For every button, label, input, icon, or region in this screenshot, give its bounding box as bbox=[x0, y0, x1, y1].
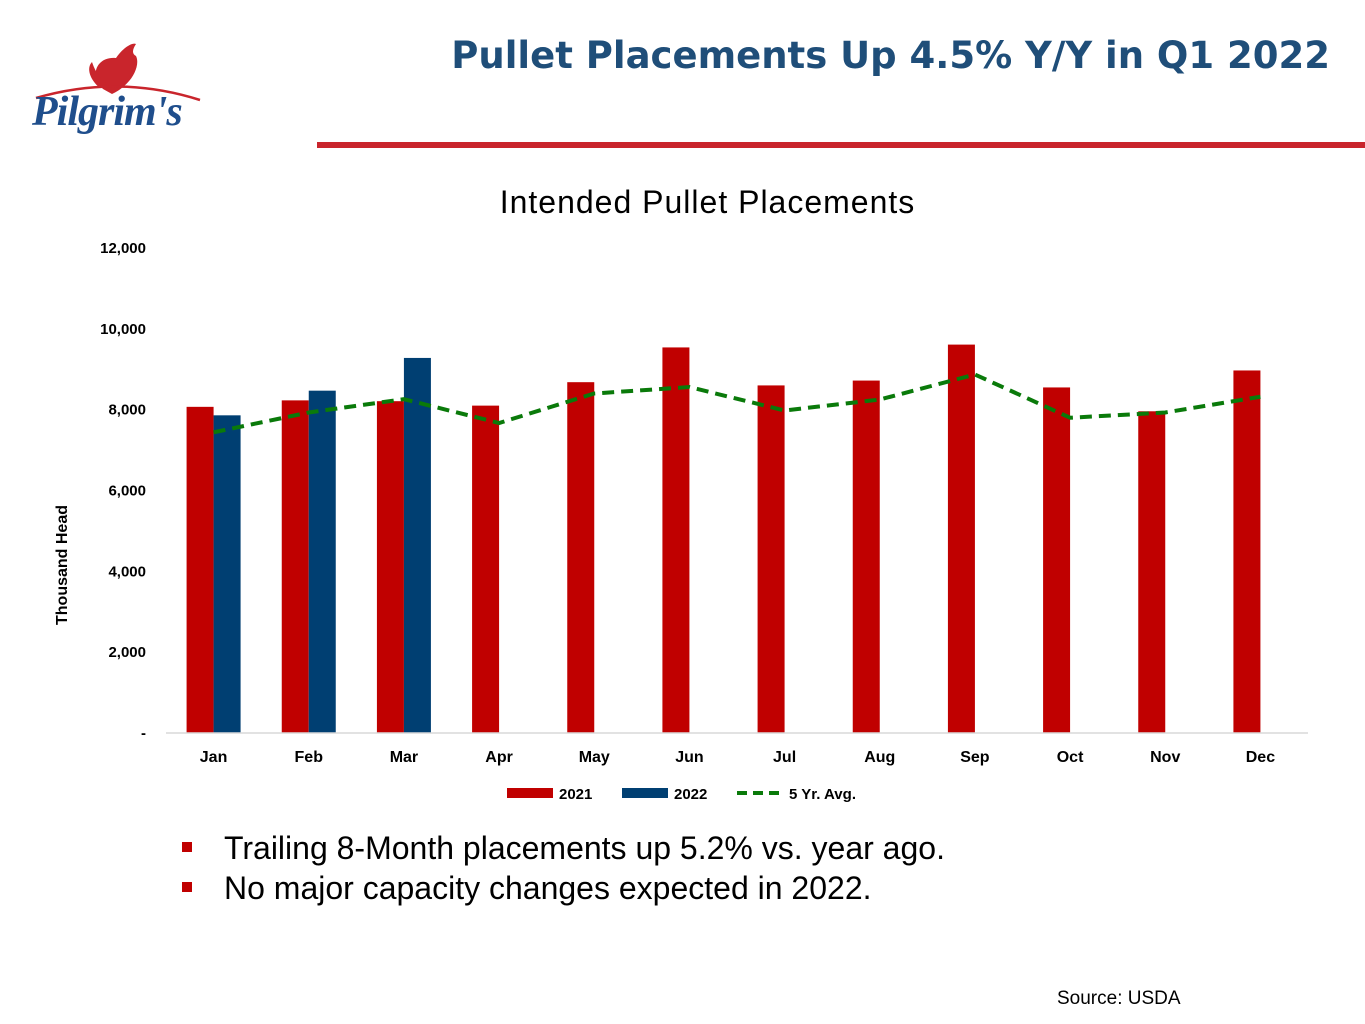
y-tick-label: 8,000 bbox=[108, 402, 146, 419]
avg-line bbox=[213, 372, 1261, 435]
legend-swatch bbox=[507, 788, 553, 798]
logo-arc bbox=[35, 85, 201, 102]
x-tick-label: Jun bbox=[675, 749, 703, 766]
bar-2022 bbox=[308, 390, 336, 733]
x-axis-ticks: Jan Feb Mar Apr May Jun Jul Aug Sep Oct Nov Dec bbox=[200, 749, 1275, 766]
bar-2021 bbox=[376, 401, 404, 733]
legend-swatch bbox=[622, 788, 668, 798]
y-tick-label: 6,000 bbox=[108, 483, 146, 500]
chart-title: Intended Pullet Placements bbox=[499, 184, 916, 220]
logo-rooster-tail bbox=[89, 62, 108, 88]
legend: 2021 2022 5 Yr. Avg. bbox=[507, 786, 856, 803]
bar-2021 bbox=[757, 385, 785, 733]
x-tick-label: Mar bbox=[390, 749, 418, 766]
y-tick-label: - bbox=[141, 725, 146, 742]
bar-2021 bbox=[186, 406, 214, 733]
source-note: Source: USDA bbox=[1057, 988, 1181, 1009]
x-tick-label: Nov bbox=[1150, 749, 1180, 766]
bar-2022 bbox=[213, 415, 241, 733]
logo-rooster-body bbox=[95, 43, 138, 94]
bar-2021 bbox=[662, 347, 690, 733]
bullet-item: No major capacity changes expected in 20… bbox=[182, 868, 945, 908]
bar-2021 bbox=[472, 405, 500, 733]
bar-2022 bbox=[403, 357, 431, 733]
chart: - 2,000 4,000 6,000 8,000 10,000 12,000 Jan Feb… bbox=[54, 240, 1308, 803]
x-tick-label: Sep bbox=[960, 749, 990, 766]
bar-2021 bbox=[567, 382, 595, 733]
x-tick-label: Aug bbox=[864, 749, 895, 766]
bar-2021 bbox=[1138, 411, 1166, 733]
legend-label: 2021 bbox=[559, 786, 592, 803]
x-tick-label: Oct bbox=[1057, 749, 1084, 766]
y-tick-label: 2,000 bbox=[108, 644, 146, 661]
x-tick-label: Apr bbox=[485, 749, 513, 766]
bar-2021 bbox=[1233, 370, 1261, 733]
bullet-item: Trailing 8-Month placements up 5.2% vs. … bbox=[182, 828, 945, 868]
bar-2021 bbox=[852, 380, 880, 733]
bullet-marker bbox=[182, 842, 192, 852]
y-tick-label: 12,000 bbox=[100, 240, 146, 257]
x-tick-label: Feb bbox=[295, 749, 324, 766]
bullet-marker bbox=[182, 882, 192, 892]
bullet-text: No major capacity changes expected in 20… bbox=[224, 870, 872, 906]
y-tick-label: 4,000 bbox=[108, 563, 146, 580]
bars bbox=[186, 344, 1261, 733]
logo-wordmark: Pilgrim's bbox=[32, 89, 183, 135]
legend-label: 5 Yr. Avg. bbox=[789, 786, 856, 803]
legend-label: 2022 bbox=[674, 786, 707, 803]
x-tick-label: May bbox=[579, 749, 610, 766]
page-title: Pullet Placements Up 4.5% Y/Y in Q1 2022 bbox=[451, 34, 1330, 77]
bar-2021 bbox=[281, 400, 309, 733]
bullet-list: Trailing 8-Month placements up 5.2% vs. … bbox=[182, 828, 945, 908]
x-tick-label: Jul bbox=[773, 749, 796, 766]
bar-2021 bbox=[1043, 387, 1071, 733]
bullet-text: Trailing 8-Month placements up 5.2% vs. … bbox=[224, 830, 945, 866]
y-axis-ticks: - 2,000 4,000 6,000 8,000 10,000 12,000 bbox=[100, 240, 146, 742]
pilgrims-logo bbox=[35, 43, 201, 102]
x-tick-label: Dec bbox=[1246, 749, 1275, 766]
avg-line-group bbox=[213, 372, 1261, 435]
x-tick-label: Jan bbox=[200, 749, 228, 766]
y-tick-label: 10,000 bbox=[100, 321, 146, 338]
title-rule bbox=[317, 142, 1365, 148]
bar-2021 bbox=[947, 344, 975, 733]
y-axis-label: Thousand Head bbox=[54, 505, 71, 625]
